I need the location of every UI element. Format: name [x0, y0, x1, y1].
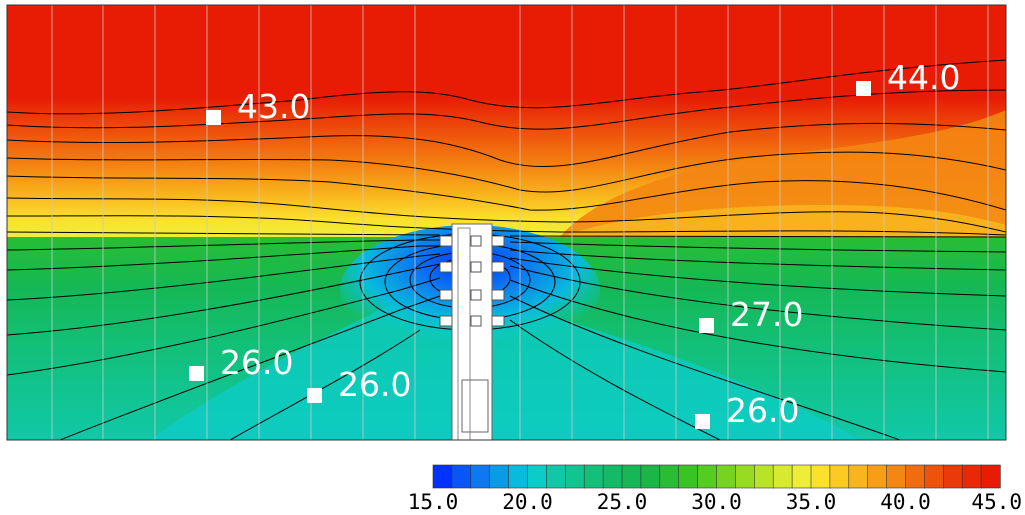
colorbar-tick-label: 30.0: [691, 490, 742, 514]
colorbar-tick-labels: 15.0 20.0 25.0 30.0 35.0 40.0 45.0: [408, 490, 1022, 514]
cyan-plume: [150, 300, 860, 440]
colorbar-swatch: [829, 464, 850, 489]
right-orange-band: [560, 110, 1006, 237]
colorbar-swatch: [470, 464, 491, 489]
colorbar-swatch: [546, 464, 567, 489]
colorbar-swatch: [640, 464, 661, 489]
colorbar-tick-label: 40.0: [880, 490, 931, 514]
colorbar-swatch: [621, 464, 642, 489]
colorbar-swatch: [753, 464, 774, 489]
probe-value-label: 44.0: [887, 58, 960, 97]
colorbar-swatch: [602, 464, 623, 489]
colorbar-swatch: [489, 464, 510, 489]
colorbar-swatch: [583, 464, 604, 489]
colorbar-swatch: [905, 464, 926, 489]
right-yellow-band: [560, 205, 1006, 237]
probe-value-label: 27.0: [730, 295, 803, 334]
intake-structure: [439, 223, 505, 440]
colorbar-swatch: [886, 464, 907, 489]
colorbar-swatch: [791, 464, 812, 489]
colorbar: [432, 464, 1001, 489]
colorbar-swatch: [942, 464, 963, 489]
colorbar-tick-label: 45.0: [971, 490, 1022, 514]
colorbar-swatch: [678, 464, 699, 489]
colorbar-swatch: [867, 464, 888, 489]
grid-lines: [51, 5, 989, 440]
colorbar-swatch: [924, 464, 945, 489]
probe-marker: [699, 318, 714, 333]
probe-value-label: 43.0: [237, 87, 310, 126]
probe-marker: [189, 366, 204, 381]
colorbar-swatch: [697, 464, 718, 489]
probe-marker: [206, 110, 221, 125]
contour-field: [7, 5, 1006, 440]
colorbar-swatch: [564, 464, 585, 489]
probe-marker: [695, 414, 710, 429]
colorbar-tick-label: 25.0: [597, 490, 648, 514]
probe-value-label: 26.0: [338, 365, 411, 404]
colorbar-tick-label: 20.0: [502, 490, 553, 514]
probe-annotations: 43.0 44.0 27.0 26.0 26.0 26.0: [189, 58, 960, 430]
colorbar-swatch: [810, 464, 831, 489]
colorbar-swatch: [980, 464, 1001, 489]
colorbar-swatch: [772, 464, 793, 489]
colorbar-swatch: [527, 464, 548, 489]
colorbar-swatch: [659, 464, 680, 489]
colorbar-tick-label: 35.0: [786, 490, 837, 514]
colorbar-swatch: [735, 464, 756, 489]
colorbar-swatch: [451, 464, 472, 489]
colorbar-swatch: [508, 464, 529, 489]
plot-frame: [6, 4, 1007, 441]
probe-value-label: 26.0: [220, 343, 293, 382]
colorbar-swatch: [432, 464, 453, 489]
probe-marker: [307, 388, 322, 403]
colorbar-tick-label: 15.0: [408, 490, 459, 514]
probe-marker: [856, 81, 871, 96]
probe-value-label: 26.0: [726, 391, 799, 430]
colorbar-swatch: [961, 464, 982, 489]
colorbar-swatch: [716, 464, 737, 489]
colorbar-swatch: [848, 464, 869, 489]
